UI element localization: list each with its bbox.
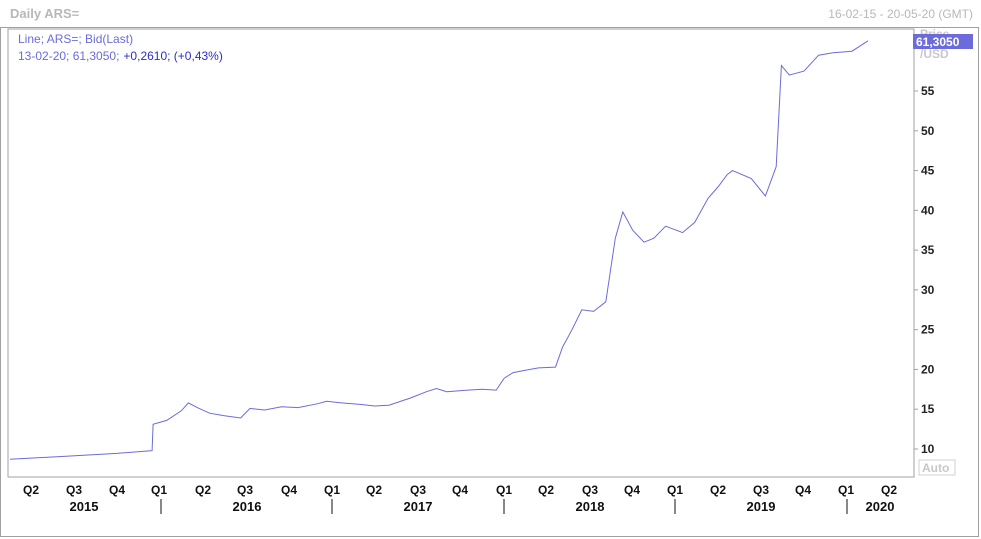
- x-quarter-label: Q4: [109, 483, 125, 497]
- legend-change: +0,2610; (+0,43%): [123, 49, 222, 63]
- x-year-label: 2017: [404, 499, 433, 514]
- y-tick-label: 55: [921, 84, 935, 98]
- window-title-bar: Daily ARS= 16-02-15 - 20-05-20 (GMT): [0, 0, 981, 28]
- series-line: [9, 40, 869, 460]
- x-quarter-label: Q4: [452, 483, 468, 497]
- x-quarter-label: Q2: [366, 483, 382, 497]
- x-quarter-label: Q1: [667, 483, 683, 497]
- x-year-label: 2015: [70, 499, 99, 514]
- y-unit-sub-label: /USD: [920, 47, 949, 61]
- chart-frame: [0, 27, 979, 537]
- window-title: Daily ARS=: [10, 6, 80, 21]
- x-quarter-label: Q3: [66, 483, 82, 497]
- legend-date-value: 13-02-20; 61,3050;: [18, 49, 119, 63]
- date-range-label: 16-02-15 - 20-05-20 (GMT): [828, 7, 973, 21]
- x-quarter-label: Q4: [281, 483, 297, 497]
- x-quarter-label: Q4: [795, 483, 811, 497]
- x-quarter-label: Q2: [538, 483, 554, 497]
- x-quarter-label: Q1: [496, 483, 512, 497]
- x-quarter-label: Q3: [582, 483, 598, 497]
- x-quarter-label: Q2: [710, 483, 726, 497]
- legend-series: Line; ARS=; Bid(Last): [18, 32, 133, 46]
- y-tick-label: 40: [921, 203, 935, 217]
- y-tick-label: 30: [921, 283, 935, 297]
- x-year-label: 2016: [233, 499, 262, 514]
- x-quarter-label: Q3: [237, 483, 253, 497]
- y-tick-label: 15: [921, 402, 935, 416]
- y-tick-label: 45: [921, 164, 935, 178]
- plot-area: [7, 28, 915, 478]
- y-tick-label: 50: [921, 124, 935, 138]
- y-tick-label: 10: [921, 442, 935, 456]
- y-tick-label: 20: [921, 362, 935, 376]
- x-quarter-label: Q1: [324, 483, 340, 497]
- x-quarter-label: Q3: [410, 483, 426, 497]
- x-quarter-label: Q2: [881, 483, 897, 497]
- y-tick-label: 35: [921, 243, 935, 257]
- x-quarter-label: Q3: [753, 483, 769, 497]
- x-axis: Q2 Q3 Q4 Q1 Q2 Q3 Q4 Q1 Q2 Q3 Q4 Q1 Q2 Q3 Q4 Q1 Q2 Q3 Q4 Q1…: [23, 483, 897, 514]
- y-axis: 10 15 20 25 30 35 40 45 50 55: [914, 84, 935, 456]
- x-quarter-label: Q4: [624, 483, 640, 497]
- x-year-label: 2018: [576, 499, 605, 514]
- x-year-label: 2019: [747, 499, 776, 514]
- x-quarter-label: Q1: [151, 483, 167, 497]
- auto-scale-button[interactable]: [918, 459, 956, 476]
- y-tick-label: 25: [921, 323, 935, 337]
- last-value-badge: [913, 34, 973, 49]
- legend-last-values: 13-02-20; 61,3050; +0,2610; (+0,43%): [18, 49, 223, 63]
- x-quarter-label: Q2: [195, 483, 211, 497]
- x-quarter-label: Q1: [838, 483, 854, 497]
- last-value-label: 61,3050: [916, 35, 960, 49]
- x-year-label: 2020: [866, 499, 895, 514]
- auto-scale-label: Auto: [922, 461, 949, 475]
- x-quarter-label: Q2: [23, 483, 39, 497]
